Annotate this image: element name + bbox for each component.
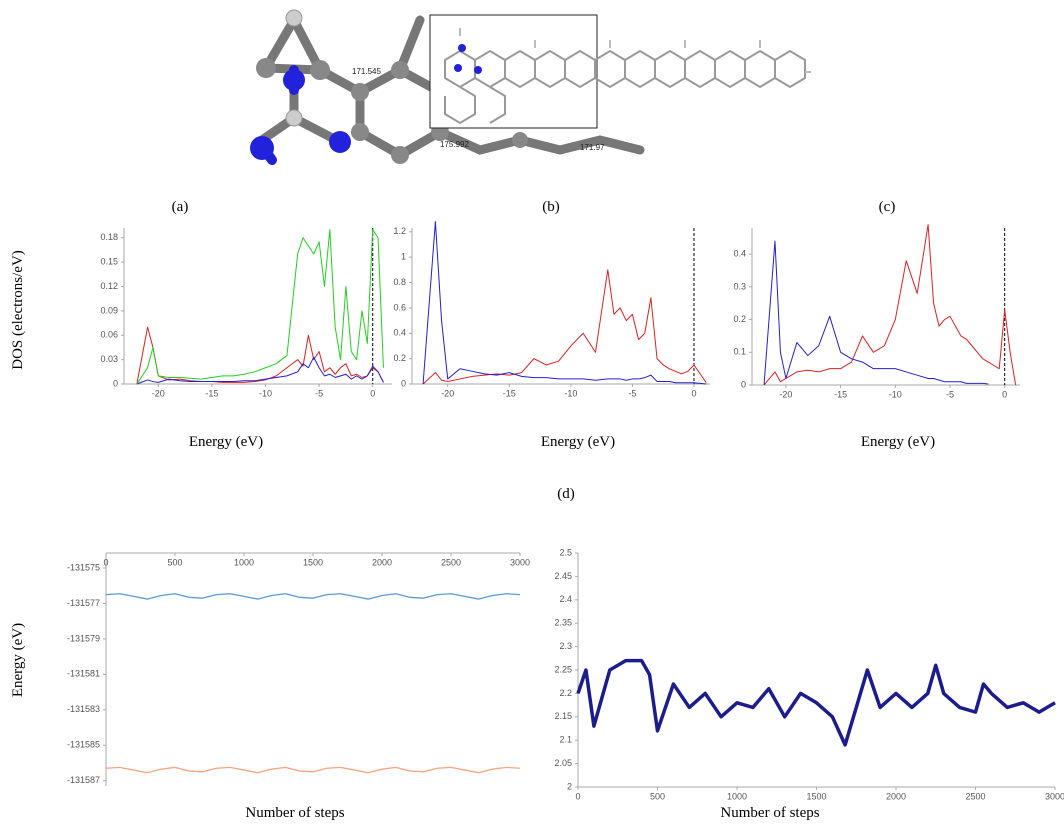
angle-label: 171.545 bbox=[352, 67, 381, 76]
y-tick-label: 2.4 bbox=[559, 594, 572, 604]
y-tick-label: 0 bbox=[113, 378, 118, 388]
y-tick-label: -131581 bbox=[67, 669, 100, 679]
x-tick-label: -5 bbox=[315, 388, 323, 398]
x-axis-label: Energy (eV) bbox=[189, 434, 263, 450]
x-tick-label: -10 bbox=[564, 388, 577, 398]
panel-title: (a) bbox=[172, 199, 189, 215]
y-tick-label: 2.35 bbox=[554, 618, 572, 628]
y-tick-label: 0.2 bbox=[733, 314, 746, 324]
x-axis-label: Number of steps bbox=[720, 805, 819, 821]
inset-frame bbox=[430, 15, 597, 128]
x-tick-label: 500 bbox=[650, 791, 665, 801]
panel-title: (c) bbox=[879, 199, 896, 215]
y-tick-label: 2.15 bbox=[554, 711, 572, 721]
figure: 171.545 175.992 171.97 (d) -20 -15 -10 -5 0 0… bbox=[0, 0, 1064, 836]
y-tick-label: -131585 bbox=[67, 740, 100, 750]
series-line bbox=[578, 661, 1055, 745]
x-tick-label: 3000 bbox=[1045, 791, 1064, 801]
x-tick-label: 1000 bbox=[234, 557, 254, 567]
x-tick-label: 0 bbox=[1002, 389, 1007, 399]
y-tick-label: 0.18 bbox=[100, 232, 118, 242]
y-tick-label: 2.3 bbox=[559, 641, 572, 651]
panel-label: (d) bbox=[557, 486, 575, 502]
x-tick-label: 0 bbox=[370, 388, 375, 398]
page: 171.545 175.992 171.97 (d) -20 -15 -10 -5 0 0… bbox=[0, 0, 1064, 836]
x-tick-label: 2000 bbox=[372, 557, 392, 567]
x-tick-label: -20 bbox=[779, 389, 792, 399]
x-tick-label: 0 bbox=[575, 791, 580, 801]
x-tick-label: 2500 bbox=[441, 557, 461, 567]
x-tick-label: -20 bbox=[441, 388, 454, 398]
y-tick-label: 0.8 bbox=[393, 277, 406, 287]
y-tick-label: 0.3 bbox=[733, 281, 746, 291]
y-tick-label: 2.5 bbox=[559, 547, 572, 557]
x-tick-label: 1500 bbox=[806, 791, 826, 801]
y-tick-label: -131575 bbox=[67, 562, 100, 572]
y-axis-label: DOS (electrons/eV) bbox=[10, 250, 26, 370]
series-line bbox=[137, 230, 384, 384]
y-tick-label: 2 bbox=[567, 781, 572, 791]
series-line bbox=[106, 767, 520, 772]
y-tick-label: 2.45 bbox=[554, 571, 572, 581]
x-axis-label: Energy (eV) bbox=[861, 434, 935, 450]
y-tick-label: 2.1 bbox=[559, 735, 572, 745]
y-tick-label: 0.2 bbox=[393, 353, 406, 363]
series-line bbox=[106, 594, 520, 599]
x-tick-label: 0 bbox=[691, 388, 696, 398]
panel-title: (b) bbox=[542, 199, 560, 215]
y-axis-label: Energy (eV) bbox=[10, 623, 26, 697]
angle-label: 175.992 bbox=[440, 140, 469, 149]
x-tick-label: 2000 bbox=[886, 791, 906, 801]
y-tick-label: 2.25 bbox=[554, 664, 572, 674]
y-tick-label: 2.05 bbox=[554, 758, 572, 768]
y-tick-label: -131583 bbox=[67, 704, 100, 714]
x-tick-label: 1000 bbox=[727, 791, 747, 801]
x-tick-label: -10 bbox=[889, 389, 902, 399]
y-tick-label: 0.06 bbox=[100, 330, 118, 340]
series-line bbox=[764, 225, 1016, 385]
y-tick-label: 1.2 bbox=[393, 226, 406, 236]
y-tick-label: 0 bbox=[401, 378, 406, 388]
x-tick-label: -20 bbox=[152, 388, 165, 398]
y-tick-label: -131577 bbox=[67, 598, 100, 608]
x-tick-label: -15 bbox=[503, 388, 516, 398]
x-tick-label: 1500 bbox=[303, 557, 323, 567]
y-tick-label: -131587 bbox=[67, 775, 100, 785]
molecule-image: 171.545 175.992 171.97 bbox=[248, 0, 811, 172]
x-tick-label: 0 bbox=[103, 557, 108, 567]
y-tick-label: 2.2 bbox=[559, 688, 572, 698]
x-tick-label: 3000 bbox=[510, 557, 530, 567]
series-line bbox=[137, 327, 384, 384]
x-tick-label: -15 bbox=[205, 388, 218, 398]
angle-label: 171.97 bbox=[580, 143, 605, 152]
x-axis-label: Energy (eV) bbox=[541, 434, 615, 450]
x-tick-label: -15 bbox=[834, 389, 847, 399]
series-line bbox=[764, 241, 988, 385]
x-tick-label: -5 bbox=[628, 388, 636, 398]
x-tick-label: -5 bbox=[946, 389, 954, 399]
x-tick-label: -10 bbox=[259, 388, 272, 398]
y-tick-label: 0.4 bbox=[393, 328, 406, 338]
y-tick-label: 0.12 bbox=[100, 281, 118, 291]
y-tick-label: 0.6 bbox=[393, 302, 406, 312]
y-tick-label: 0.09 bbox=[100, 305, 118, 315]
y-tick-label: 0.4 bbox=[733, 249, 746, 259]
y-tick-label: 1 bbox=[401, 252, 406, 262]
y-tick-label: -131579 bbox=[67, 633, 100, 643]
x-tick-label: 500 bbox=[167, 557, 182, 567]
x-axis-label: Number of steps bbox=[245, 805, 344, 821]
series-line bbox=[423, 270, 706, 384]
y-tick-label: 0.1 bbox=[733, 347, 746, 357]
y-tick-label: 0.15 bbox=[100, 257, 118, 267]
series-line bbox=[137, 357, 384, 384]
y-tick-label: 0 bbox=[741, 379, 746, 389]
y-tick-label: 0.03 bbox=[100, 354, 118, 364]
series-line bbox=[423, 222, 706, 384]
x-tick-label: 2500 bbox=[965, 791, 985, 801]
